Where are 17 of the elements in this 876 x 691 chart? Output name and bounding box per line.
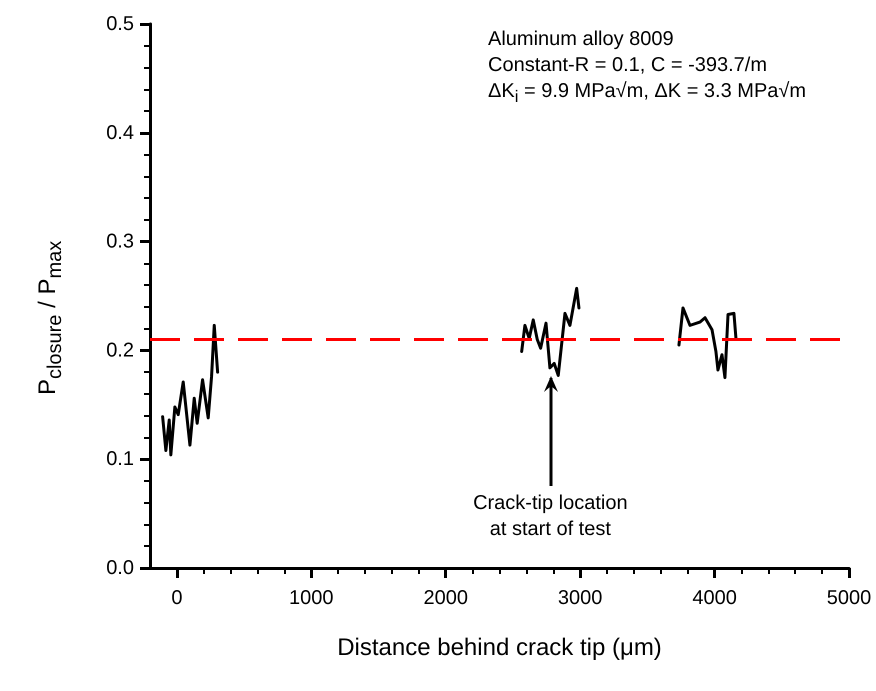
x-tick-label: 2000 [423,587,468,609]
annotation: Aluminum alloy 8009 Constant-R = 0.1, C = -393.7/m ΔK$_{i}$ = 9.9 MPa√m, ΔK = 3.3 MPa√m [488,27,806,108]
y-tick-label: 0.4 [106,122,134,144]
x-tick-label: 1000 [289,587,334,609]
x-tick-label: 5000 [826,587,872,609]
x-axis-title: Distance behind crack tip (μm) [336,633,663,663]
y-tick-label: 0.1 [106,448,134,470]
y-tick-label: 0.5 [106,13,134,35]
x-tick-label: 4000 [692,587,737,609]
line-series [677,306,738,380]
annotation: Crack-tip location at start of test [473,491,628,542]
y-tick-label: 0.3 [106,230,134,253]
x-tick-label: 3000 [558,587,602,609]
line-series [161,324,220,456]
y-tick-label: 0.0 [106,557,134,579]
y-tick-label: 0.2 [106,339,134,362]
x-tick-label: 0 [171,587,182,609]
